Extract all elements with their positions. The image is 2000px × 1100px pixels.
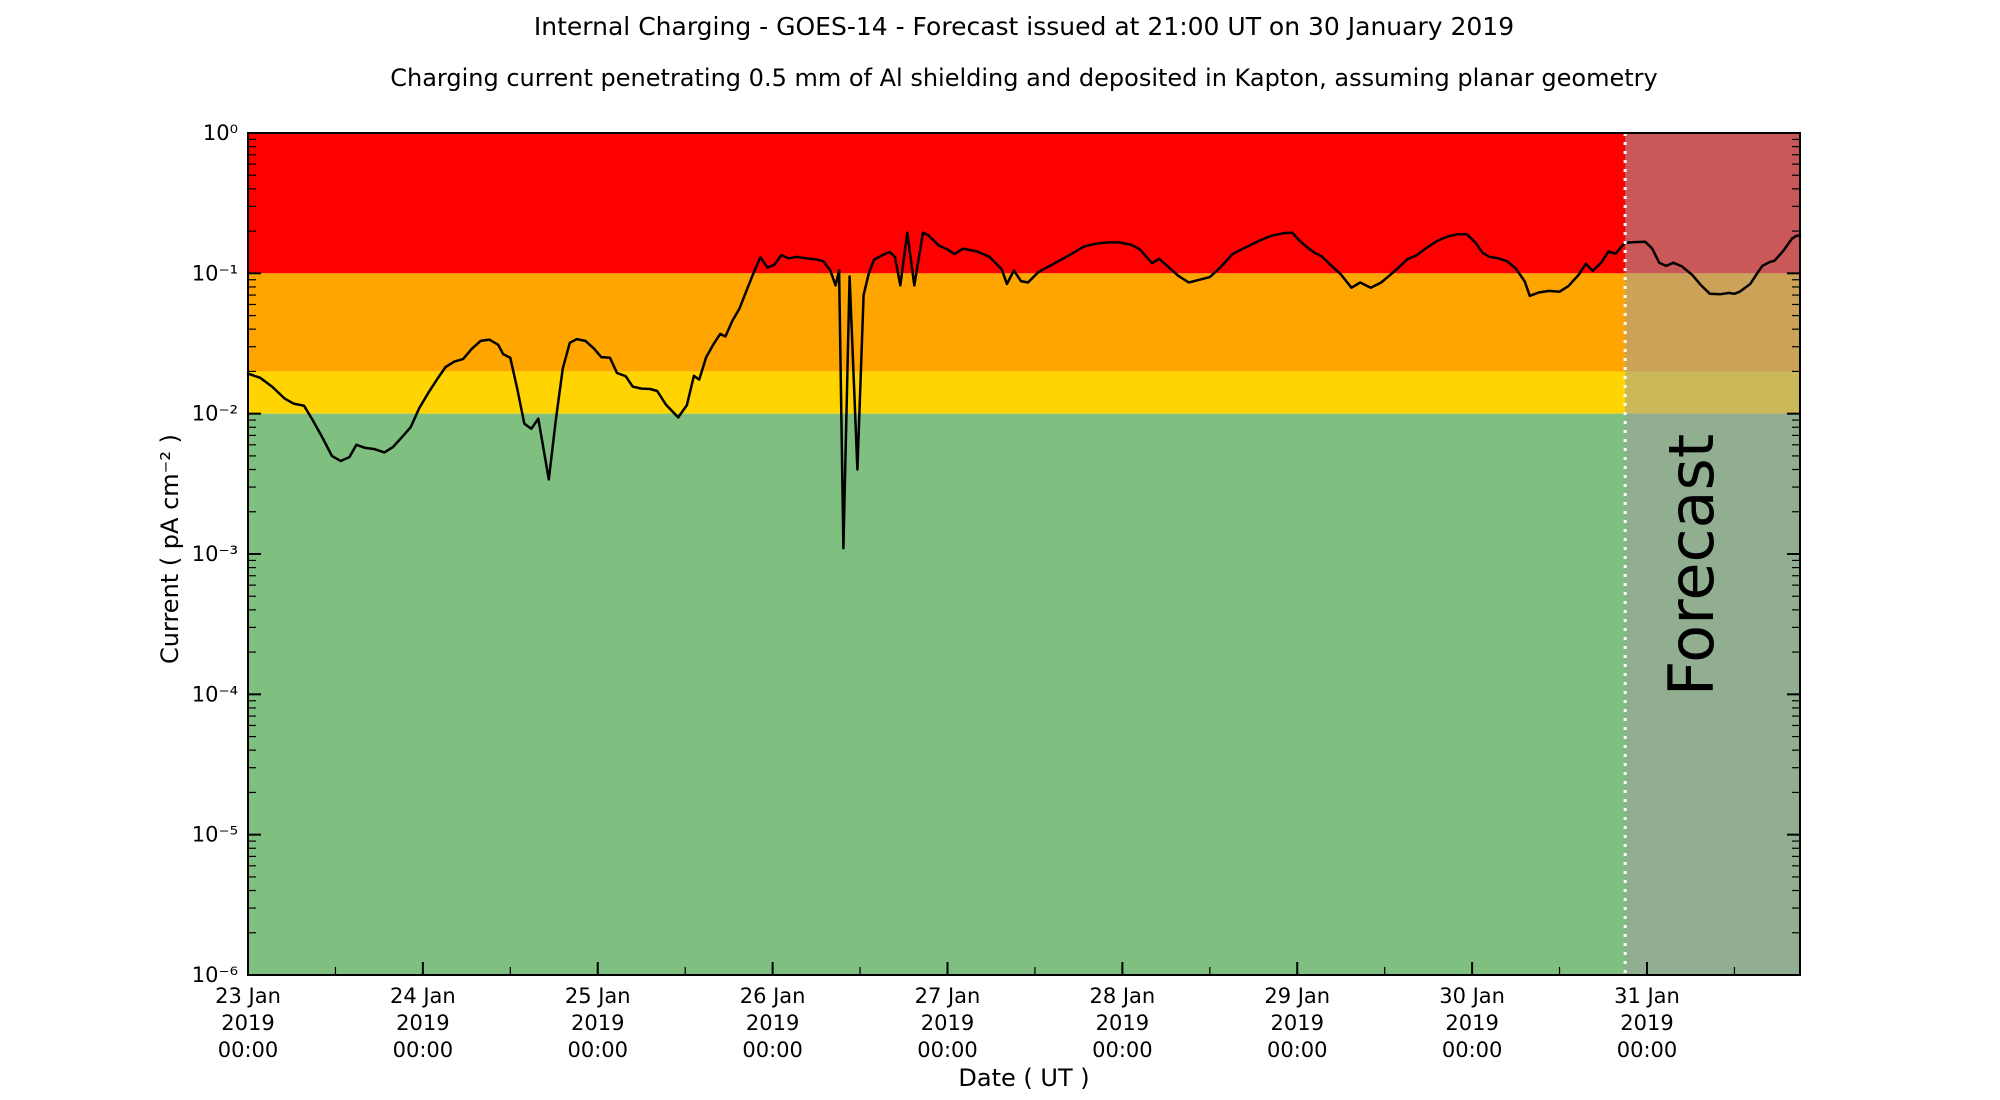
band-green-quiet [248,413,1800,976]
chart-subtitle: Charging current penetrating 0.5 mm of A… [390,64,1658,92]
x-tick-label: 27 Jan 2019 00:00 [915,984,981,1062]
y-tick-label: 10⁻³ [192,542,238,566]
forecast-watermark: Forecast [1655,434,1728,696]
x-tick-label: 23 Jan 2019 00:00 [215,984,281,1062]
y-tick-label: 10⁻⁴ [192,682,238,706]
plot-border [247,132,1801,976]
x-tick-label: 24 Jan 2019 00:00 [390,984,456,1062]
charging-current-line [246,231,1802,550]
y-tick-label: 10⁻⁶ [192,963,238,987]
x-tick-label: 29 Jan 2019 00:00 [1264,984,1330,1062]
y-tick-label: 10⁻² [192,402,238,426]
y-tick-label: 10⁻¹ [192,261,238,285]
y-tick-label: 10⁰ [203,121,238,145]
x-tick-label: 28 Jan 2019 00:00 [1089,984,1155,1062]
forecast-region [1625,133,1800,975]
band-red-alert [248,133,1800,274]
y-tick-label: 10⁻⁵ [192,823,238,847]
chart-title: Internal Charging - GOES-14 - Forecast i… [533,12,1515,41]
x-tick-label: 25 Jan 2019 00:00 [565,984,631,1062]
x-axis-label: Date ( UT ) [958,1064,1090,1092]
band-yellow-caution [248,371,1800,414]
x-tick-label: 26 Jan 2019 00:00 [740,984,806,1062]
x-tick-label: 30 Jan 2019 00:00 [1439,984,1505,1062]
x-tick-label: 31 Jan 2019 00:00 [1614,984,1680,1062]
